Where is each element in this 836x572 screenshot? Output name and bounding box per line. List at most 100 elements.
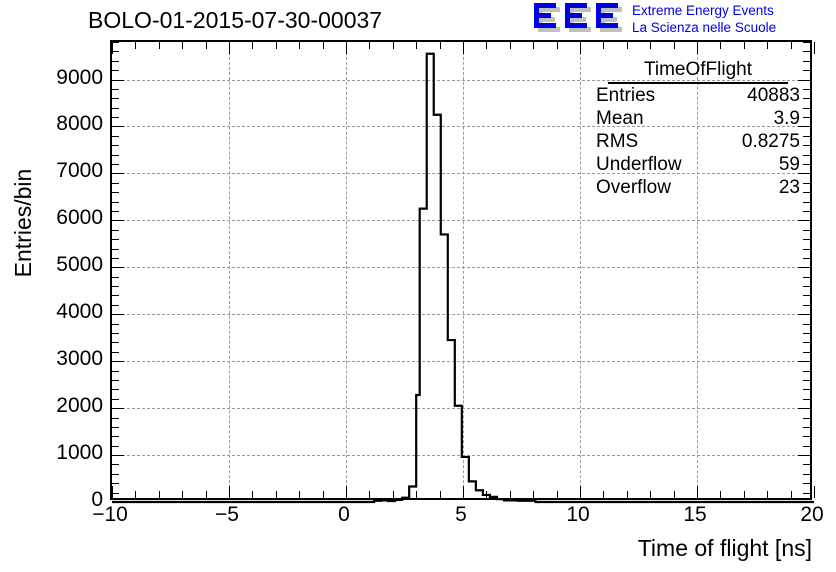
tick-minor-y bbox=[803, 342, 810, 344]
tick-minor-y bbox=[112, 154, 119, 156]
stats-row-key: Overflow bbox=[596, 177, 671, 198]
tick-major-y bbox=[798, 314, 810, 316]
x-tick-label: −10 bbox=[92, 503, 128, 526]
eee-letter-shadow bbox=[600, 7, 622, 32]
tick-major-x bbox=[229, 486, 230, 498]
eee-letter-shadow bbox=[569, 7, 591, 32]
tick-minor-y bbox=[803, 182, 810, 184]
y-tick-label: 8000 bbox=[56, 112, 103, 136]
tick-minor-y bbox=[803, 436, 810, 438]
gridline-vertical bbox=[580, 42, 581, 498]
tick-minor-y bbox=[112, 398, 119, 400]
tick-minor-y bbox=[803, 51, 810, 53]
tick-minor-y bbox=[112, 342, 119, 344]
tick-minor-x bbox=[790, 42, 792, 49]
tick-major-y bbox=[112, 173, 124, 175]
tick-major-x bbox=[346, 42, 347, 54]
tick-minor-x bbox=[439, 42, 441, 49]
tick-major-y bbox=[798, 173, 810, 175]
tick-minor-x bbox=[767, 491, 769, 498]
tick-minor-x bbox=[603, 42, 605, 49]
stats-row-key: RMS bbox=[596, 131, 639, 152]
tick-minor-y bbox=[803, 333, 810, 335]
tick-minor-x bbox=[299, 42, 301, 49]
eee-logo-text: Extreme Energy Events La Scienza nelle S… bbox=[632, 2, 836, 36]
tick-minor-y bbox=[112, 88, 119, 90]
tick-major-y bbox=[112, 408, 124, 410]
y-axis-tick-labels: 0 1000 2000 3000 4000 5000 6000 7000 8000 9000 bbox=[0, 0, 103, 572]
tick-major-x bbox=[112, 486, 113, 498]
tick-major-x bbox=[814, 486, 815, 498]
tick-minor-x bbox=[486, 42, 488, 49]
tick-major-y bbox=[798, 79, 810, 81]
tick-minor-y bbox=[803, 483, 810, 485]
stats-row-key: Underflow bbox=[596, 154, 682, 175]
gridline-horizontal bbox=[112, 361, 810, 363]
tick-minor-x bbox=[205, 42, 207, 49]
tick-minor-x bbox=[533, 491, 535, 498]
tick-minor-x bbox=[650, 42, 652, 49]
tick-minor-x bbox=[439, 491, 441, 498]
tick-minor-x bbox=[790, 491, 792, 498]
tick-minor-y bbox=[803, 295, 810, 297]
tick-major-y bbox=[798, 361, 810, 363]
tick-minor-y bbox=[803, 426, 810, 428]
tick-minor-y bbox=[112, 295, 119, 297]
stats-row-key: Mean bbox=[596, 108, 644, 129]
x-axis-title: Time of flight [ns] bbox=[637, 535, 812, 561]
tick-minor-y bbox=[112, 445, 119, 447]
eee-letter-face bbox=[534, 3, 556, 28]
stats-row: RMS 0.8275 bbox=[582, 130, 804, 153]
tick-minor-y bbox=[803, 445, 810, 447]
tick-minor-x bbox=[556, 42, 558, 49]
tick-minor-y bbox=[112, 464, 119, 466]
tick-minor-x bbox=[416, 42, 418, 49]
tick-minor-x bbox=[626, 491, 628, 498]
tick-minor-y bbox=[803, 164, 810, 166]
gridline-horizontal bbox=[112, 314, 810, 316]
eee-logo-line2: La Scienza nelle Scuole bbox=[632, 20, 777, 35]
histogram-trace bbox=[112, 52, 814, 504]
tick-minor-x bbox=[252, 42, 254, 49]
tick-minor-y bbox=[803, 145, 810, 147]
tick-major-x bbox=[814, 42, 815, 54]
y-tick-label: 0 bbox=[91, 488, 103, 511]
tick-minor-x bbox=[743, 491, 745, 498]
stats-row: Entries 40883 bbox=[582, 84, 804, 107]
tick-major-y bbox=[798, 455, 810, 457]
y-tick-label: 1000 bbox=[56, 441, 103, 465]
tick-minor-y bbox=[803, 351, 810, 353]
page-title: BOLO-01-2015-07-30-00037 bbox=[88, 7, 383, 33]
tick-minor-y bbox=[112, 417, 119, 419]
tick-minor-y bbox=[803, 88, 810, 90]
tick-minor-y bbox=[803, 201, 810, 203]
tick-major-y bbox=[112, 126, 124, 128]
tick-major-x bbox=[463, 42, 464, 54]
tick-minor-y bbox=[803, 304, 810, 306]
tick-minor-y bbox=[803, 370, 810, 372]
tick-minor-y bbox=[112, 473, 119, 475]
y-axis-title: Entries/bin bbox=[10, 168, 36, 278]
tick-major-x bbox=[229, 42, 230, 54]
tick-minor-x bbox=[369, 491, 371, 498]
tick-major-x bbox=[697, 42, 698, 54]
tick-minor-y bbox=[803, 473, 810, 475]
eee-letter-face bbox=[565, 3, 587, 28]
gridline-vertical bbox=[697, 42, 698, 498]
tick-major-y bbox=[112, 79, 124, 81]
eee-letter-shadow bbox=[538, 7, 560, 32]
tick-minor-x bbox=[275, 491, 277, 498]
tick-minor-y bbox=[112, 164, 119, 166]
tick-minor-x bbox=[135, 42, 137, 49]
tick-minor-y bbox=[112, 145, 119, 147]
tick-minor-x bbox=[626, 42, 628, 49]
gridline-horizontal bbox=[112, 173, 810, 175]
tick-minor-y bbox=[803, 70, 810, 72]
y-tick-label: 4000 bbox=[56, 300, 103, 324]
statistics-box: TimeOfFlight Entries 40883 Mean 3.9 RMS 0.827… bbox=[582, 58, 804, 198]
tick-major-y bbox=[798, 126, 810, 128]
tick-major-x bbox=[463, 486, 464, 498]
tick-minor-y bbox=[803, 492, 810, 494]
eee-letter-face bbox=[596, 3, 618, 28]
y-tick-label: 6000 bbox=[56, 206, 103, 230]
